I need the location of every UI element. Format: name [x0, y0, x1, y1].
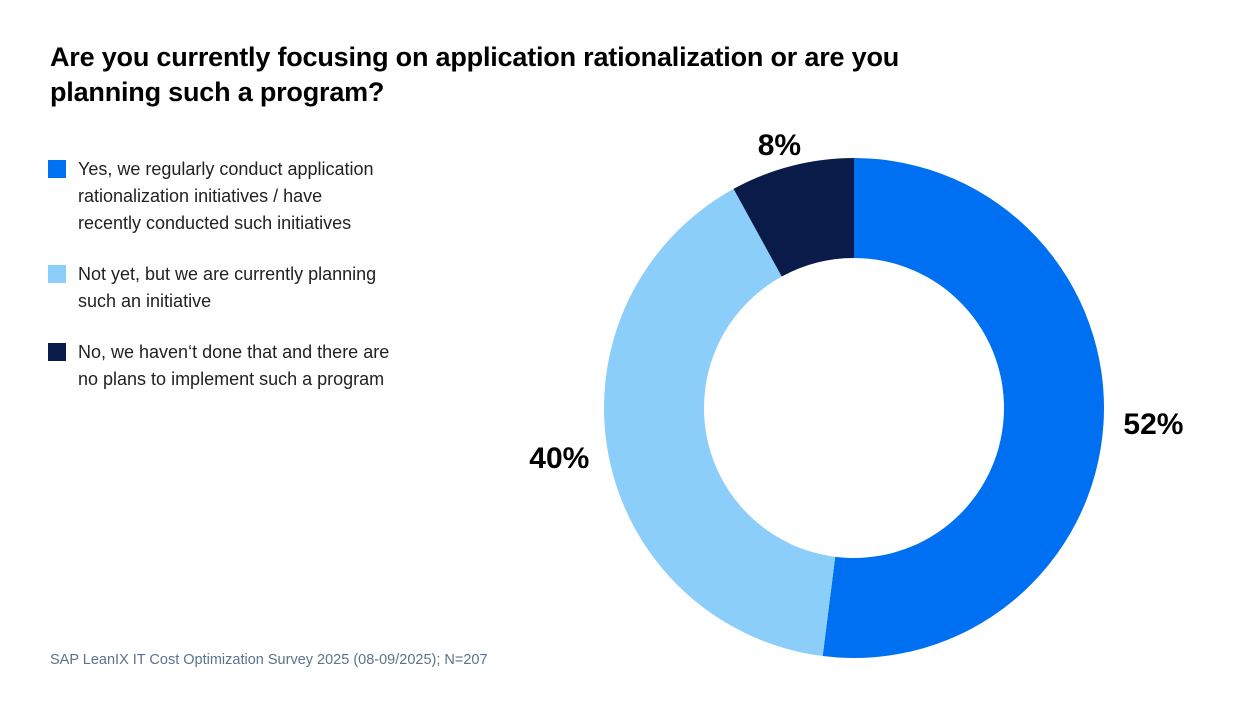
legend-label-yes: Yes, we regularly conduct application ra… — [78, 159, 374, 233]
legend-item-yes: Yes, we regularly conduct application ra… — [48, 156, 389, 237]
segment-value-label-no: 8% — [757, 129, 802, 163]
segment-value-label-yes: 52% — [1123, 407, 1184, 441]
legend-item-no: No, we haven‘t done that and there are n… — [48, 339, 389, 393]
segment-value-label-not-yet: 40% — [529, 441, 590, 475]
chart-title: Are you currently focusing on applicatio… — [50, 42, 900, 107]
donut-segment-0 — [822, 158, 1104, 658]
donut-chart-svg — [603, 158, 1104, 658]
legend-swatch-lightblue — [48, 265, 66, 283]
donut-segment-1 — [603, 188, 836, 657]
legend-label-not-yet: Not yet, but we are currently planning s… — [78, 264, 377, 311]
legend-swatch-navy — [48, 343, 66, 361]
legend-item-not-yet: Not yet, but we are currently planning s… — [48, 261, 389, 315]
donut-chart: 52% 40% 8% — [529, 128, 1183, 688]
legend-swatch-blue — [48, 160, 66, 178]
legend-label-no: No, we haven‘t done that and there are n… — [78, 342, 390, 389]
donut-segment-2 — [733, 158, 854, 277]
source-note: SAP LeanIX IT Cost Optimization Survey 2… — [50, 652, 488, 668]
chart-legend: Yes, we regularly conduct application ra… — [48, 156, 389, 393]
